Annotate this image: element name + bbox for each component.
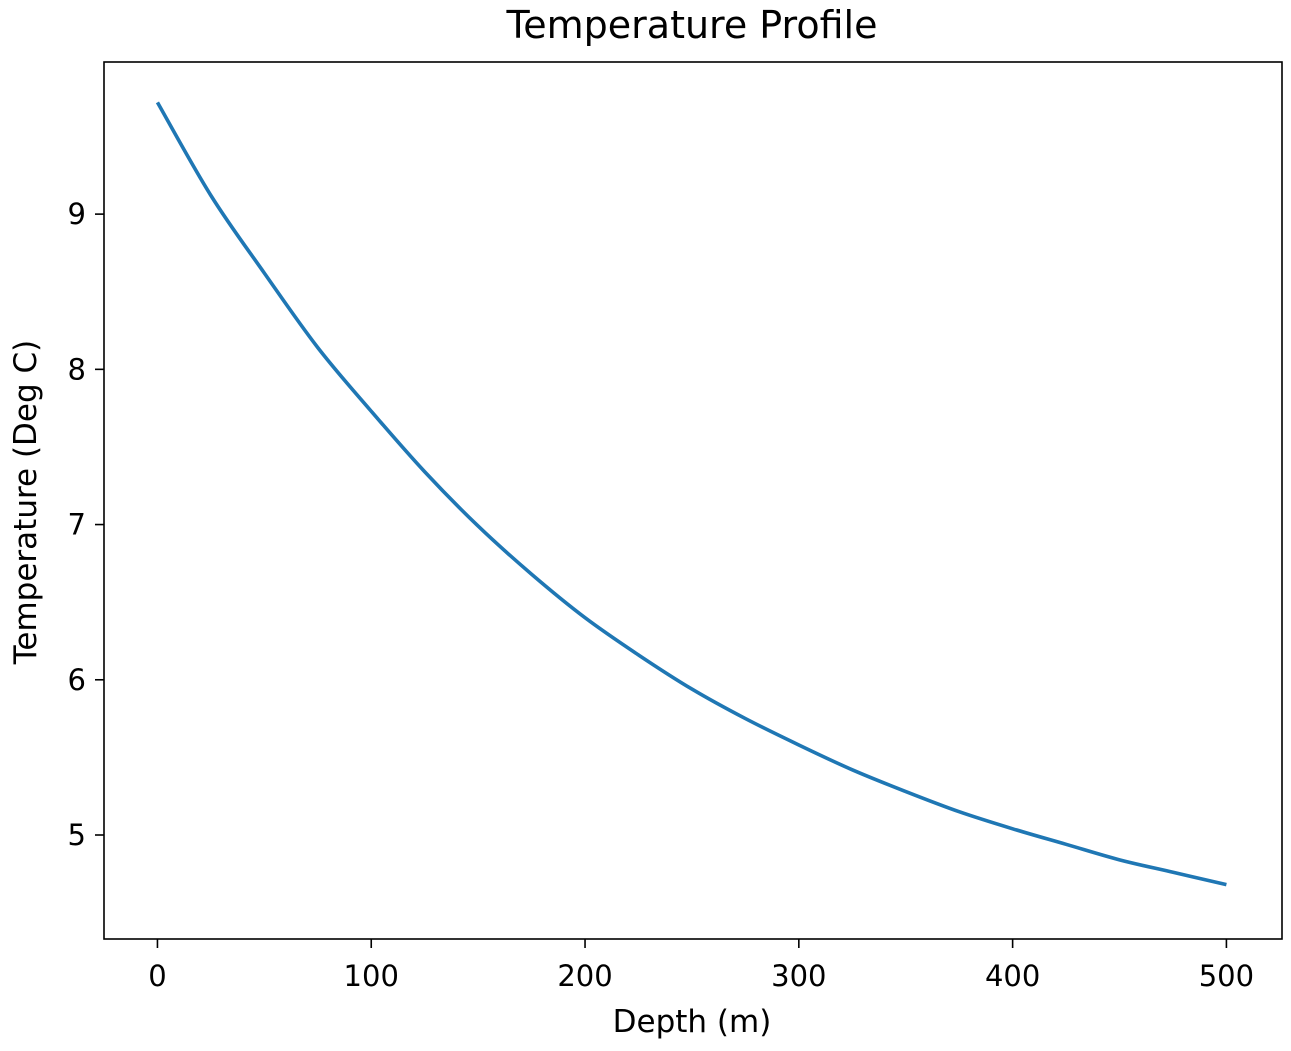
y-axis-label: Temperature (Deg C) [8,340,44,666]
x-tick-label: 300 [771,959,826,993]
y-axis-ticks: 5 6 7 8 9 [68,197,104,852]
plot-frame [103,61,1283,940]
x-tick-label: 200 [557,959,612,993]
x-tick-label: 500 [1199,959,1254,993]
y-tick-label: 6 [68,663,86,697]
plot-area: 0 100 200 300 400 500 5 6 7 8 9 [68,61,1283,993]
x-axis-label: Depth (m) [613,1004,772,1040]
y-tick-label: 9 [68,197,86,231]
x-tick-label: 0 [148,959,166,993]
y-tick-label: 7 [68,508,86,542]
y-tick-label: 8 [68,352,86,386]
chart-title: Temperature Profile [506,3,878,47]
x-tick-label: 100 [344,959,399,993]
series-layer [155,101,1227,887]
x-tick-label: 400 [985,959,1040,993]
x-axis-ticks: 0 100 200 300 400 500 [148,939,1254,993]
y-tick-label: 5 [68,818,86,852]
temperature-series-line [155,101,1227,887]
